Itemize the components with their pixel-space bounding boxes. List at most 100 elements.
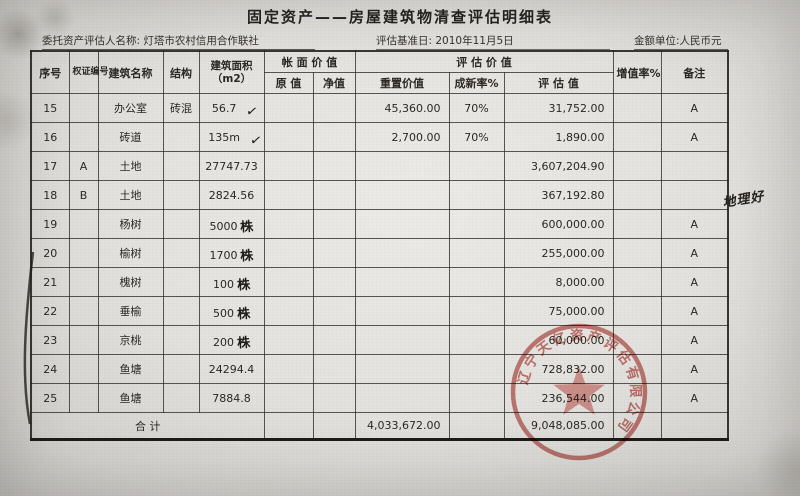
cell-cert bbox=[68, 267, 99, 297]
area-value: 56.7 bbox=[211, 102, 237, 115]
cell-seq: 20 bbox=[30, 238, 70, 268]
cell-cert bbox=[68, 354, 99, 384]
table-row: 19 杨树 5000 株 600,000.00 A bbox=[30, 209, 729, 239]
area-value: 5000 bbox=[209, 219, 238, 233]
header-newness-rate: 成新率% bbox=[448, 72, 505, 94]
cell-name: 土地 bbox=[97, 151, 164, 181]
header-original-value: 原 值 bbox=[263, 72, 314, 94]
cell-cert bbox=[68, 383, 99, 413]
total-label: 合 计 bbox=[30, 412, 265, 441]
total-row: 合 计 4,033,672.00 9,048,085.00 bbox=[30, 412, 729, 441]
handwritten-unit: 株 bbox=[240, 219, 255, 235]
cell-structure bbox=[162, 354, 200, 384]
cell-appraised-value: 600,000.00 bbox=[503, 209, 614, 239]
cell-area: 27747.73 bbox=[198, 151, 265, 181]
cell-appraised-value: 3,607,204.90 bbox=[503, 151, 614, 181]
cell-original-value bbox=[263, 383, 314, 413]
cell-cert bbox=[68, 325, 99, 355]
client-name: 委托资产评估人名称: 灯塔市农村信用合作联社 bbox=[42, 33, 315, 50]
cell-replacement-value bbox=[354, 325, 450, 355]
appraisal-base-date: 评估基准日: 2010年11月5日 bbox=[376, 33, 610, 50]
cell-original-value bbox=[263, 151, 314, 181]
cell-cert bbox=[68, 93, 99, 123]
header-area-line1: 建筑面积 bbox=[210, 59, 253, 72]
handwritten-check-icon: ✓ bbox=[248, 132, 264, 150]
header-cert: 权证编号 bbox=[68, 50, 109, 94]
area-value: 500 bbox=[212, 306, 234, 320]
total-net-value bbox=[312, 412, 356, 441]
cell-replacement-value bbox=[354, 383, 450, 413]
header-increase-rate: 增值率% bbox=[612, 50, 662, 94]
cell-seq: 18 bbox=[30, 180, 70, 210]
cell-name: 砖道 bbox=[97, 122, 164, 152]
cell-appraised-value: 367,192.80 bbox=[503, 180, 614, 210]
area-value: 7884.8 bbox=[212, 391, 251, 405]
area-value: 27747.73 bbox=[205, 159, 258, 173]
table-row: 17 A 土地 27747.73 3,607,204.90 bbox=[30, 151, 729, 181]
cell-remark: A bbox=[660, 383, 729, 413]
cell-seq: 17 bbox=[30, 151, 70, 181]
cell-name: 京桃 bbox=[97, 325, 164, 355]
cell-net-value bbox=[312, 354, 356, 384]
header-remark: 备注 bbox=[660, 50, 729, 94]
table-row: 21 槐树 100 株 8,000.00 A bbox=[30, 267, 729, 297]
handwritten-unit: 株 bbox=[240, 248, 255, 264]
currency-unit: 金额单位:人民币元 bbox=[634, 33, 728, 50]
table-row: 23 京桃 200 株 60,000.00 A bbox=[30, 325, 729, 355]
cell-net-value bbox=[312, 296, 356, 326]
cell-replacement-value bbox=[354, 267, 450, 297]
cell-seq: 24 bbox=[30, 354, 70, 384]
cell-remark: A bbox=[660, 238, 729, 268]
handwritten-unit: 株 bbox=[236, 306, 251, 322]
table-row: 24 鱼塘 24294.4 728,832.00 A bbox=[30, 354, 729, 384]
cell-area: 7884.8 bbox=[198, 383, 265, 413]
cell-area: 5000 株 bbox=[198, 209, 265, 239]
cell-increase-rate bbox=[612, 267, 662, 297]
page-title: 固定资产——房屋建筑物清查评估明细表 bbox=[246, 8, 553, 26]
cell-increase-rate bbox=[612, 383, 662, 413]
cell-structure bbox=[162, 383, 200, 413]
cell-increase-rate bbox=[612, 354, 662, 384]
area-value: 2824.56 bbox=[208, 188, 255, 202]
cell-remark bbox=[660, 180, 729, 210]
cell-structure bbox=[162, 122, 200, 152]
table-row: 22 垂榆 500 株 75,000.00 A bbox=[30, 296, 729, 326]
cell-original-value bbox=[263, 122, 314, 152]
cell-name: 办公室 bbox=[97, 93, 164, 123]
total-increase-rate bbox=[612, 412, 662, 441]
total-appraised-value: 9,048,085.00 bbox=[503, 412, 614, 441]
cell-appraised-value: 8,000.00 bbox=[503, 267, 614, 297]
cell-structure bbox=[162, 209, 200, 239]
cell-seq: 23 bbox=[30, 325, 70, 355]
cell-cert: B bbox=[68, 180, 99, 210]
header-area-line2: （m2） bbox=[211, 72, 252, 85]
cell-appraised-value: 255,000.00 bbox=[503, 238, 614, 268]
cell-replacement-value bbox=[354, 296, 450, 326]
cell-area: 100 株 bbox=[198, 267, 265, 297]
cell-appraised-value: 31,752.00 bbox=[503, 93, 614, 123]
cell-name: 鱼塘 bbox=[97, 383, 164, 413]
cell-original-value bbox=[263, 93, 314, 123]
total-replacement-value: 4,033,672.00 bbox=[354, 412, 450, 441]
area-value: 100 bbox=[212, 277, 234, 291]
cell-name: 垂榆 bbox=[97, 296, 164, 326]
cell-replacement-value: 2,700.00 bbox=[354, 122, 450, 152]
cell-net-value bbox=[312, 209, 356, 239]
cell-area: 135m ✓ bbox=[198, 122, 265, 152]
header-area: 建筑面积 （m2） bbox=[198, 50, 265, 94]
table-row: 18 B 土地 2824.56 367,192.80 bbox=[30, 180, 729, 210]
cell-structure bbox=[162, 267, 200, 297]
cell-newness-rate bbox=[448, 151, 505, 181]
cell-name: 杨树 bbox=[97, 209, 164, 239]
cell-replacement-value bbox=[354, 151, 450, 181]
cell-original-value bbox=[263, 325, 314, 355]
cell-area: 500 株 bbox=[198, 296, 265, 326]
cell-seq: 22 bbox=[30, 296, 70, 326]
cell-remark: A bbox=[660, 93, 729, 123]
cell-remark: A bbox=[660, 267, 729, 297]
cell-newness-rate bbox=[448, 180, 505, 210]
header-name: 建筑名称 bbox=[97, 50, 164, 94]
cell-seq: 21 bbox=[30, 267, 70, 297]
cell-area: 24294.4 bbox=[198, 354, 265, 384]
cell-area: 1700 株 bbox=[198, 238, 265, 268]
